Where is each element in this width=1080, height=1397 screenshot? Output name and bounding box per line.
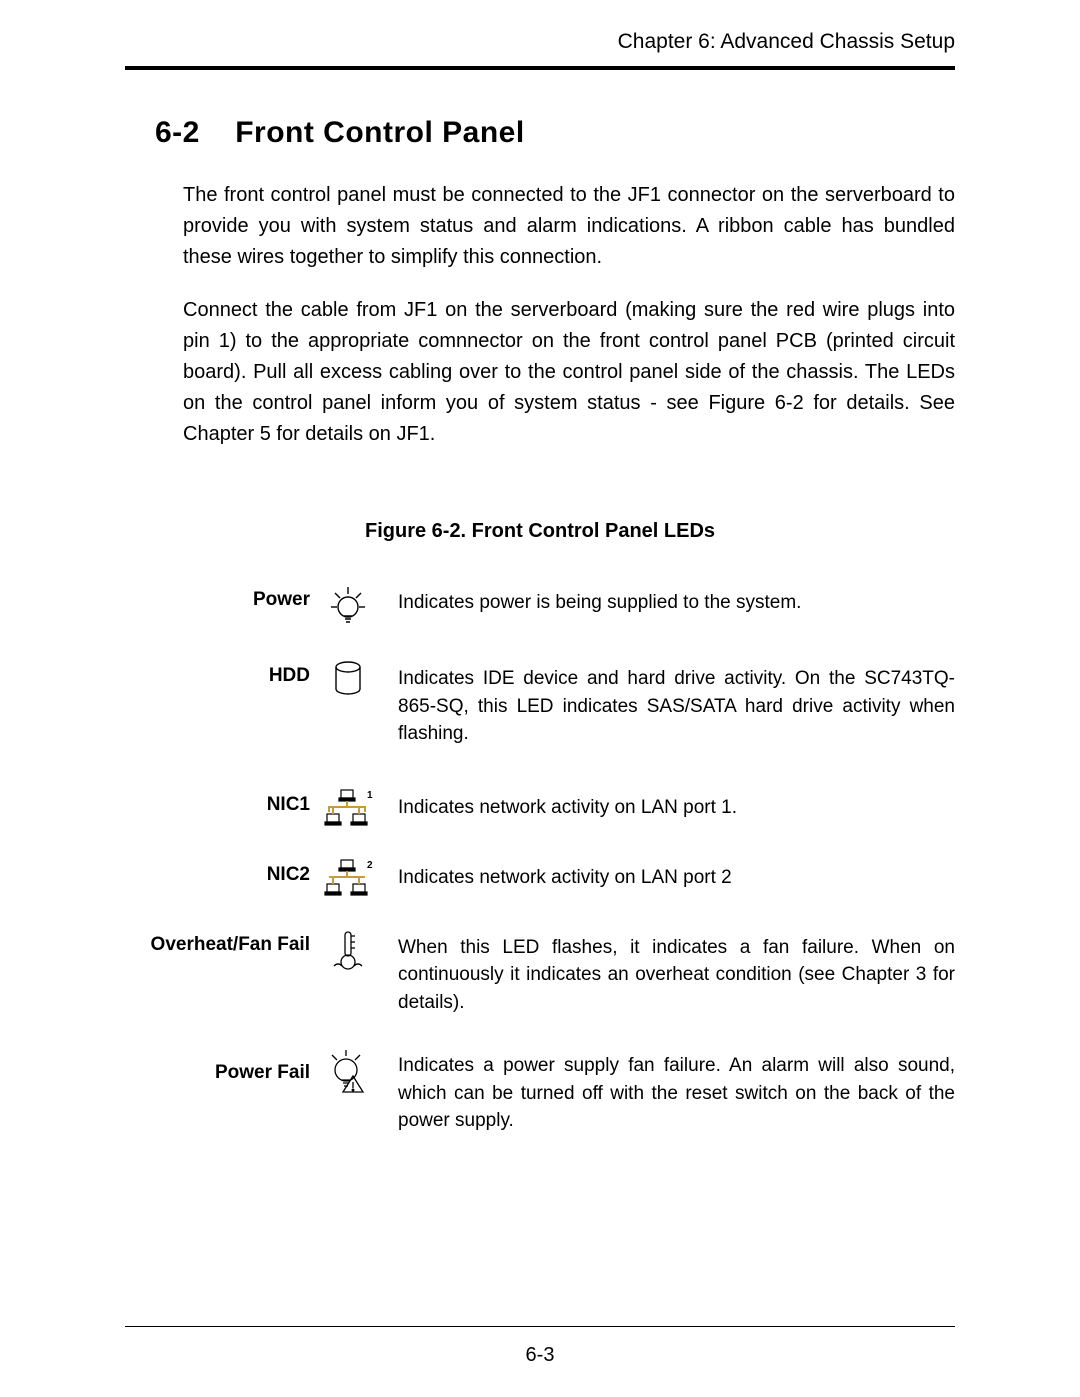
led-row-powerfail: Power Fail Indicates a power supply <box>145 1046 955 1135</box>
header-rule <box>125 66 955 70</box>
nic2-badge: 2 <box>367 860 373 871</box>
led-row-nic2: NIC2 2 <box>145 858 955 898</box>
footer-rule <box>125 1326 955 1327</box>
led-desc: When this LED flashes, it indicates a fa… <box>378 928 955 1017</box>
led-desc: Indicates IDE device and hard drive acti… <box>378 659 955 748</box>
page-number: 6-3 <box>0 1344 1080 1367</box>
hdd-cylinder-icon <box>318 659 378 703</box>
led-label: NIC1 <box>145 788 318 816</box>
nic1-network-icon: 1 <box>318 788 378 828</box>
led-label: HDD <box>145 659 318 687</box>
chapter-header: Chapter 6: Advanced Chassis Setup <box>125 30 955 66</box>
led-label: NIC2 <box>145 858 318 886</box>
figure-caption: Figure 6-2. Front Control Panel LEDs <box>125 520 955 543</box>
section-number: 6-2 <box>155 116 200 149</box>
powerfail-bulb-warning-icon <box>318 1046 378 1096</box>
led-row-nic1: NIC1 1 <box>145 788 955 828</box>
led-desc: Indicates network activity on LAN port 1… <box>378 788 955 822</box>
led-desc: Indicates power is being supplied to the… <box>378 583 955 617</box>
section-title: 6-2 Front Control Panel <box>155 116 955 150</box>
body-paragraph-1: The front control panel must be connecte… <box>183 180 955 273</box>
led-label: Overheat/Fan Fail <box>145 928 318 956</box>
led-row-hdd: HDD Indicates IDE device and hard drive … <box>145 659 955 748</box>
led-table: Power Indicates power is being supplied … <box>145 583 955 1135</box>
led-label: Power Fail <box>145 1046 318 1084</box>
nic1-badge: 1 <box>367 790 373 801</box>
power-bulb-icon <box>318 583 378 629</box>
led-desc: Indicates a power supply fan failure. An… <box>378 1046 955 1135</box>
led-label: Power <box>145 583 318 611</box>
led-row-power: Power Indicates power is being supplied … <box>145 583 955 629</box>
section-name: Front Control Panel <box>235 116 525 149</box>
nic2-network-icon: 2 <box>318 858 378 898</box>
body-paragraph-2: Connect the cable from JF1 on the server… <box>183 295 955 450</box>
page: Chapter 6: Advanced Chassis Setup 6-2 Fr… <box>0 0 1080 1397</box>
overheat-thermometer-icon <box>318 928 378 978</box>
led-desc: Indicates network activity on LAN port 2 <box>378 858 955 892</box>
led-row-overheat: Overheat/Fan Fail When this LED flashes,… <box>145 928 955 1017</box>
